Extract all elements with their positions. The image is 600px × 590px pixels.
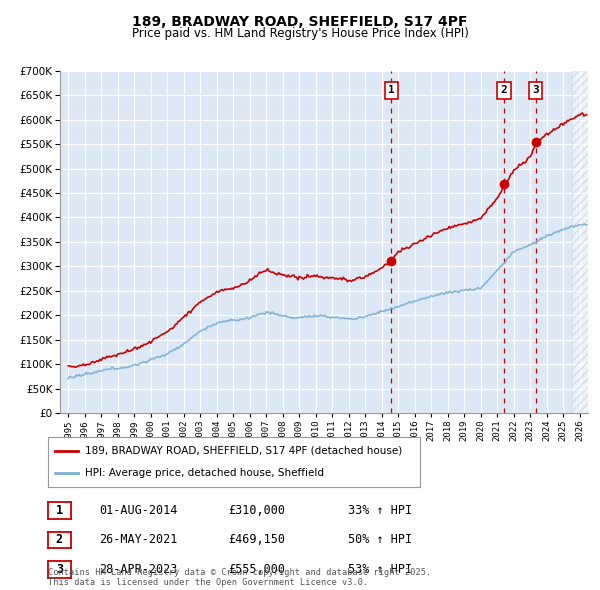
Text: 1: 1 xyxy=(56,504,63,517)
Text: 1: 1 xyxy=(388,86,395,96)
Text: HPI: Average price, detached house, Sheffield: HPI: Average price, detached house, Shef… xyxy=(85,468,324,478)
Text: 53% ↑ HPI: 53% ↑ HPI xyxy=(348,563,412,576)
Bar xyxy=(571,71,588,413)
Text: 26-MAY-2021: 26-MAY-2021 xyxy=(99,533,178,546)
Text: £469,150: £469,150 xyxy=(228,533,285,546)
Text: 2: 2 xyxy=(500,86,507,96)
Text: 3: 3 xyxy=(56,563,63,576)
Text: Contains HM Land Registry data © Crown copyright and database right 2025.
This d: Contains HM Land Registry data © Crown c… xyxy=(48,568,431,587)
Text: £310,000: £310,000 xyxy=(228,504,285,517)
Text: £555,000: £555,000 xyxy=(228,563,285,576)
Text: 2: 2 xyxy=(56,533,63,546)
Text: 50% ↑ HPI: 50% ↑ HPI xyxy=(348,533,412,546)
Text: 01-AUG-2014: 01-AUG-2014 xyxy=(99,504,178,517)
Text: 189, BRADWAY ROAD, SHEFFIELD, S17 4PF (detached house): 189, BRADWAY ROAD, SHEFFIELD, S17 4PF (d… xyxy=(85,445,403,455)
Text: 28-APR-2023: 28-APR-2023 xyxy=(99,563,178,576)
Text: 189, BRADWAY ROAD, SHEFFIELD, S17 4PF: 189, BRADWAY ROAD, SHEFFIELD, S17 4PF xyxy=(132,15,468,29)
Text: 3: 3 xyxy=(532,86,539,96)
Text: 33% ↑ HPI: 33% ↑ HPI xyxy=(348,504,412,517)
Text: Price paid vs. HM Land Registry's House Price Index (HPI): Price paid vs. HM Land Registry's House … xyxy=(131,27,469,40)
